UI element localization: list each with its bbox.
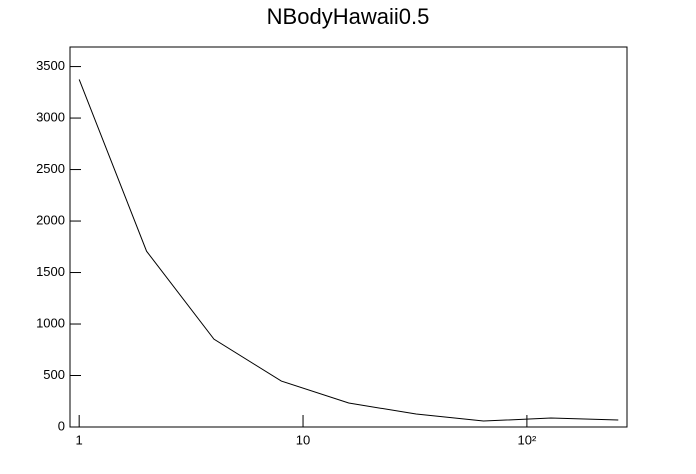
y-tick-label: 3500 (36, 58, 65, 73)
y-tick-label: 2000 (36, 212, 65, 227)
x-tick-label: 1 (76, 432, 83, 447)
plot-frame (69, 46, 628, 428)
x-tick-label: 10 (296, 432, 310, 447)
chart-title: NBodyHawaii0.5 (267, 4, 430, 29)
y-tick-label: 3000 (36, 109, 65, 124)
y-tick-label: 0 (58, 418, 65, 433)
y-tick-label: 500 (43, 367, 65, 382)
y-tick-label: 1000 (36, 315, 65, 330)
y-tick-label: 1500 (36, 264, 65, 279)
data-line (78, 79, 619, 422)
x-tick-label: 10² (517, 432, 536, 447)
y-tick-label: 2500 (36, 161, 65, 176)
